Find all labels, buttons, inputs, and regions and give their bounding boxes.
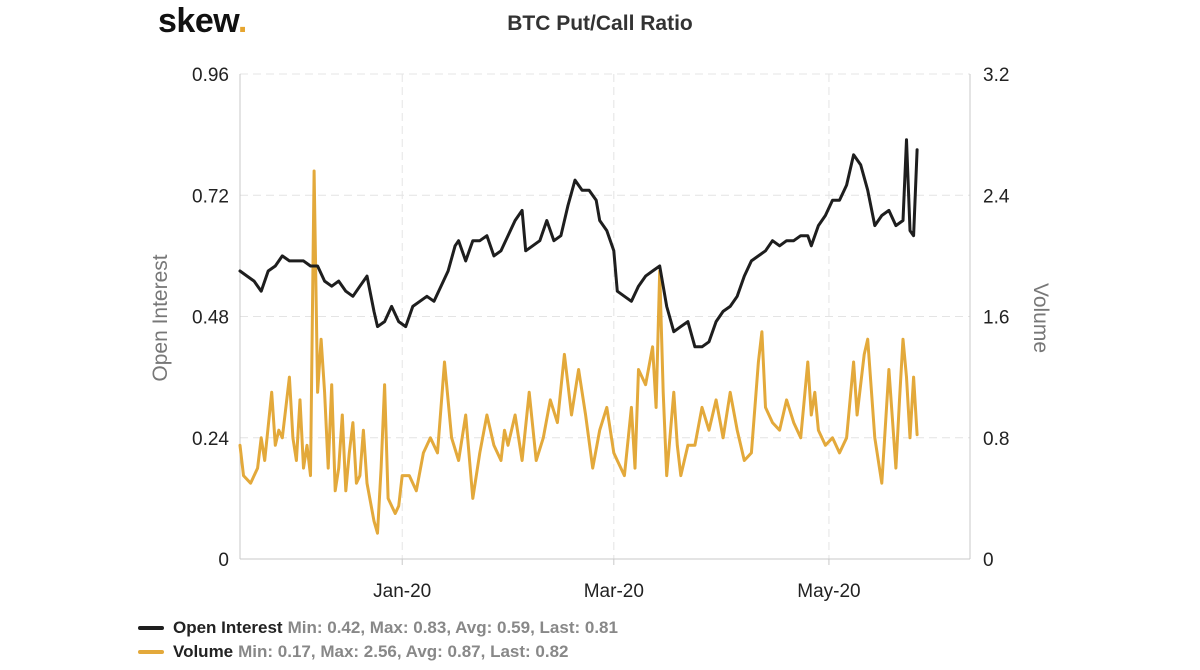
gridlines (240, 73, 970, 559)
y-tick-right: 1.6 (983, 308, 1009, 329)
chart-title: BTC Put/Call Ratio (507, 12, 693, 35)
y-tick-left: 0 (218, 550, 229, 571)
legend-swatch-open-interest (138, 626, 164, 630)
legend-volume[interactable]: Volume Min: 0.17, Max: 2.56, Avg: 0.87, … (138, 642, 569, 662)
tick-labels: 0 0.24 0.48 0.72 0.96 0 0.8 1.6 2.4 3.2 Jan-20 Mar-… (192, 65, 1010, 602)
legend-name: Open Interest (173, 618, 283, 637)
y-tick-right: 3.2 (983, 65, 1009, 86)
y-tick-left: 0.24 (192, 429, 229, 450)
legend-open-interest[interactable]: Open Interest Min: 0.42, Max: 0.83, Avg:… (138, 618, 618, 638)
legend-swatch-volume (138, 650, 164, 654)
x-tick-label: Jan-20 (373, 581, 431, 602)
y-tick-left: 0.48 (192, 308, 229, 329)
y-axis-label-right: Volume (1029, 283, 1052, 353)
series-line-open-interest (238, 138, 919, 349)
y-tick-left: 0.72 (192, 186, 229, 207)
y-tick-right: 0 (983, 550, 994, 571)
series-line-volume (238, 169, 919, 535)
x-tick-label: Mar-20 (584, 581, 644, 602)
skew-logo: skew. (158, 2, 247, 41)
logo-text: skew (158, 2, 238, 40)
legend-stats: Min: 0.17, Max: 2.56, Avg: 0.87, Last: 0… (238, 642, 569, 661)
series-lines (238, 138, 919, 535)
legend-name: Volume (173, 642, 234, 661)
y-axis-label-left: Open Interest (149, 254, 172, 381)
legend-stats: Min: 0.42, Max: 0.83, Avg: 0.59, Last: 0… (287, 618, 618, 637)
x-tick-label: May-20 (797, 581, 860, 602)
y-tick-left: 0.96 (192, 65, 229, 86)
y-tick-right: 0.8 (983, 429, 1009, 450)
axes (239, 74, 971, 565)
y-tick-right: 2.4 (983, 186, 1010, 207)
logo-dot: . (237, 2, 247, 40)
